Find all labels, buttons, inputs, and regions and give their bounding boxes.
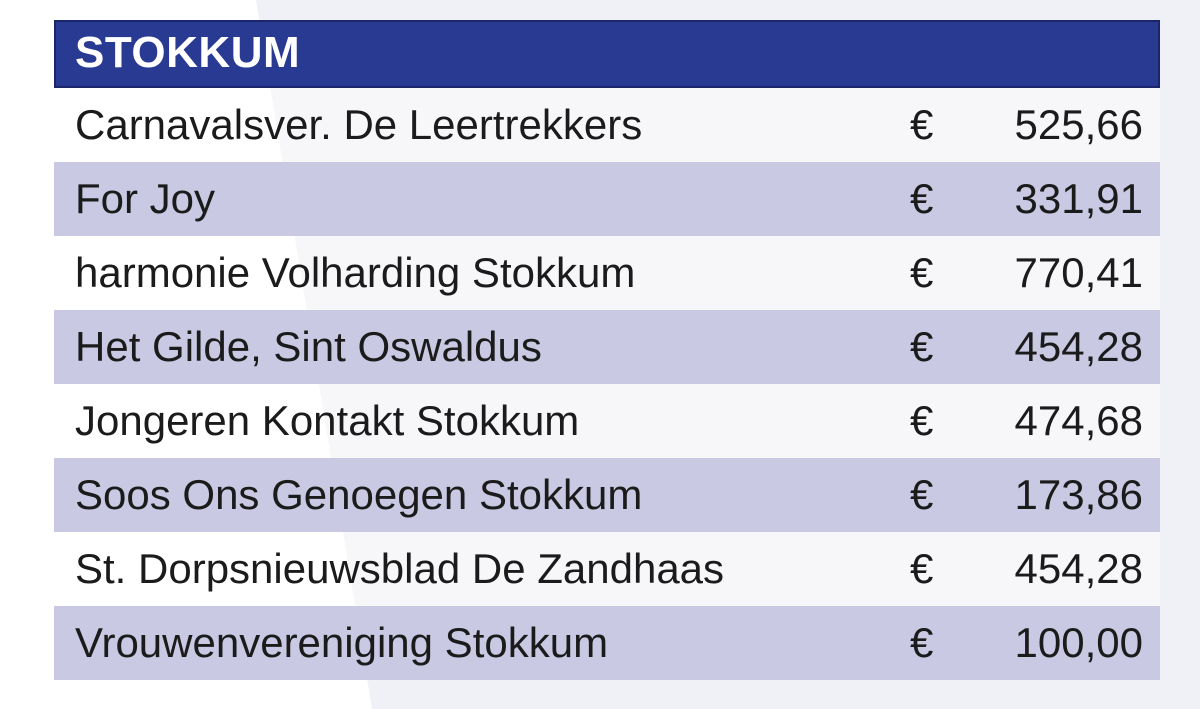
subsidy-amount: 173,86: [1014, 471, 1143, 518]
euro-currency-symbol: €: [910, 101, 934, 148]
subsidy-amount: 454,28: [1014, 545, 1143, 592]
table-title: STOKKUM: [75, 28, 301, 77]
organization-name: Het Gilde, Sint Oswaldus: [75, 323, 542, 370]
euro-currency-symbol: €: [910, 619, 934, 666]
table-row: Carnavalsver. De Leertrekkers €525,66: [54, 88, 1160, 162]
euro-currency-symbol: €: [910, 397, 934, 444]
table-rows: Carnavalsver. De Leertrekkers €525,66 For …: [54, 88, 1160, 680]
table-row: St. Dorpsnieuwsblad De Zandhaas €454,28: [54, 532, 1160, 606]
subsidy-amount: 100,00: [1014, 619, 1143, 666]
organization-name: Vrouwenvereniging Stokkum: [75, 619, 609, 666]
table-header: STOKKUM: [54, 20, 1160, 88]
subsidy-amount: 331,91: [1014, 175, 1143, 222]
euro-currency-symbol: €: [910, 545, 934, 592]
euro-currency-symbol: €: [910, 323, 934, 370]
organization-name: For Joy: [75, 175, 216, 222]
table-row: Jongeren Kontakt Stokkum €474,68: [54, 384, 1160, 458]
table-row: Het Gilde, Sint Oswaldus €454,28: [54, 310, 1160, 384]
subsidy-amount: 454,28: [1014, 323, 1143, 370]
table-row: For Joy €331,91: [54, 162, 1160, 236]
euro-currency-symbol: €: [910, 249, 934, 296]
subsidy-table: STOKKUM Carnavalsver. De Leertrekkers €52…: [54, 20, 1160, 680]
organization-name: harmonie Volharding Stokkum: [75, 249, 636, 296]
subsidy-amount: 525,66: [1014, 101, 1143, 148]
organization-name: Soos Ons Genoegen Stokkum: [75, 471, 643, 518]
euro-currency-symbol: €: [910, 175, 934, 222]
table-row: Vrouwenvereniging Stokkum €100,00: [54, 606, 1160, 680]
table-row: Soos Ons Genoegen Stokkum €173,86: [54, 458, 1160, 532]
organization-name: Carnavalsver. De Leertrekkers: [75, 101, 643, 148]
subsidy-amount: 770,41: [1014, 249, 1143, 296]
euro-currency-symbol: €: [910, 471, 934, 518]
organization-name: St. Dorpsnieuwsblad De Zandhaas: [75, 545, 725, 592]
table-row: harmonie Volharding Stokkum €770,41: [54, 236, 1160, 310]
organization-name: Jongeren Kontakt Stokkum: [75, 397, 580, 444]
subsidy-amount: 474,68: [1014, 397, 1143, 444]
